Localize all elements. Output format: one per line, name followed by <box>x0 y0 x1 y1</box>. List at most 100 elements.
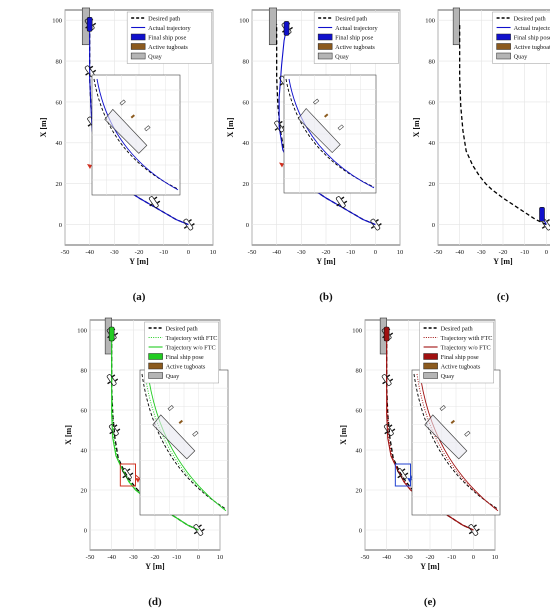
tugboat-mark <box>341 196 345 200</box>
zoom-arrow-head <box>279 162 284 168</box>
tugboat-mark <box>188 218 192 222</box>
tugboat-mark <box>114 378 119 382</box>
legend-label: Quay <box>166 373 180 380</box>
y-tick-label: 100 <box>425 18 435 25</box>
panel-label: (e) <box>424 596 437 608</box>
y-axis-label: X [m] <box>64 425 73 445</box>
ship-pose <box>370 218 382 231</box>
inset-tugboat <box>119 99 126 106</box>
y-tick-label: 60 <box>429 99 436 106</box>
legend-swatch <box>148 362 163 370</box>
legend-label: Desired path <box>148 16 181 23</box>
legend-swatch <box>317 43 333 50</box>
x-tick-label: -40 <box>455 249 464 256</box>
y-tick-label: 80 <box>243 58 250 65</box>
x-tick-label: 0 <box>472 554 475 561</box>
tugboat-mark <box>389 332 394 336</box>
x-axis-label: Y [m] <box>145 562 165 571</box>
legend-label: Final ship pose <box>166 354 204 361</box>
panel-label: (b) <box>319 291 333 303</box>
tugboat-mark <box>386 374 391 378</box>
inset-tugboat <box>167 405 174 411</box>
x-tick-label: -20 <box>151 554 160 561</box>
y-tick-label: 40 <box>56 140 63 147</box>
ship-outline <box>335 196 346 208</box>
x-tick-label: 0 <box>545 249 548 256</box>
legend-label: Quay <box>441 373 455 380</box>
tugboat-mark <box>117 428 121 432</box>
panel-label: (a) <box>133 291 146 303</box>
tugboat-mark <box>274 127 278 131</box>
x-tick-label: 10 <box>492 554 499 561</box>
tugboat-mark <box>468 531 473 535</box>
x-axis-label: Y [m] <box>493 257 513 266</box>
legend: Desired path Trajectory with FTC Trajector… <box>144 321 219 384</box>
legend-label: Trajectory with FTC <box>441 335 493 342</box>
final-ship-pose <box>283 21 290 36</box>
y-tick-label: 60 <box>356 407 363 414</box>
tugboat-mark <box>389 378 394 382</box>
legend-label: Final ship pose <box>148 35 186 42</box>
x-tick-label: -10 <box>520 249 529 256</box>
ship-outline <box>121 468 132 480</box>
tugboat-mark <box>114 332 119 336</box>
ship-pose <box>106 374 119 386</box>
tugboat-mark <box>541 225 546 229</box>
x-tick-label: 10 <box>210 249 217 256</box>
inset-ship-hull <box>424 414 468 460</box>
legend-label: Quay <box>148 54 162 61</box>
tugboat-mark <box>473 524 477 528</box>
tugboat-mark <box>127 468 131 472</box>
final-ship-pose <box>383 326 390 342</box>
tugboat-mark <box>89 65 94 69</box>
tugboat-mark <box>378 223 382 226</box>
legend-label: Trajectory w/o FTC <box>441 345 491 352</box>
x-tick-label: 0 <box>197 554 200 561</box>
legend-label: Desired path <box>514 16 547 23</box>
x-axis-label: Y [m] <box>129 257 149 266</box>
x-axis-label: Y [m] <box>420 562 440 571</box>
tugboat-mark <box>87 123 91 127</box>
x-tick-label: -50 <box>61 249 70 256</box>
panel-label: (d) <box>148 596 162 608</box>
y-tick-label: 20 <box>429 181 436 188</box>
tugboat-mark <box>405 472 409 476</box>
tugboat-mark <box>343 200 348 204</box>
ship-outline <box>370 218 381 231</box>
tugboat-mark <box>183 225 188 229</box>
y-axis-label: X [m] <box>412 117 421 137</box>
legend-label: Active tugboats <box>148 44 188 51</box>
inset-tugboat <box>130 114 135 119</box>
legend: Desired path Actual trajectory Final ship … <box>126 11 212 64</box>
legend-label: Actual trajectory <box>148 25 191 32</box>
tugboat-mark <box>289 26 293 30</box>
y-tick-label: 0 <box>84 527 87 534</box>
x-tick-label: -50 <box>86 554 95 561</box>
ship-pose <box>193 524 205 536</box>
y-tick-label: 100 <box>239 18 249 25</box>
tugboat-mark <box>336 203 340 207</box>
y-tick-label: 80 <box>429 58 436 65</box>
legend-label: Final ship pose <box>441 354 479 361</box>
legend-swatch <box>423 353 438 360</box>
legend-label: Active tugboats <box>335 44 375 51</box>
y-axis-label: X [m] <box>39 117 48 137</box>
tugboat-mark <box>122 475 126 479</box>
legend-swatch <box>130 43 146 50</box>
series-line-2 <box>386 334 474 531</box>
legend: Desired path Actual trajectory Final ship … <box>313 11 399 64</box>
x-tick-label: -50 <box>248 249 257 256</box>
quay <box>268 7 277 46</box>
ship-pose <box>335 196 348 208</box>
tugboat-mark <box>476 528 480 532</box>
ship-outline <box>383 424 394 436</box>
x-tick-label: -40 <box>85 249 94 256</box>
inset-tugboat <box>192 430 199 437</box>
legend-label: Active tugboats <box>166 364 206 371</box>
tugboat-mark <box>546 218 550 222</box>
x-tick-label: -20 <box>322 249 331 256</box>
legend-label: Final ship pose <box>335 35 373 42</box>
